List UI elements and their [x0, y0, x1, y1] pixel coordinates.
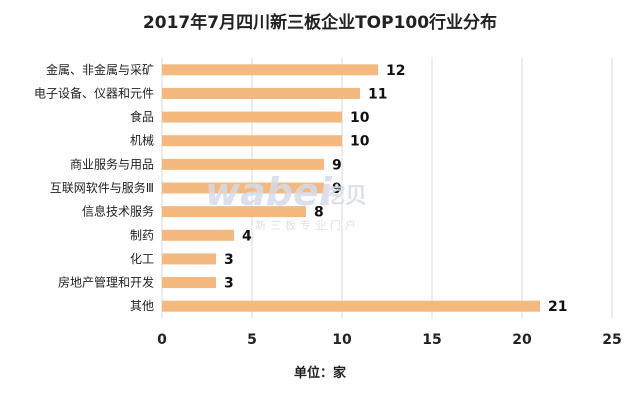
wabei-watermark-logo: wabei 挖贝 新三板专业门户: [205, 170, 367, 232]
bar: [162, 158, 324, 170]
x-tick-label: 10: [332, 332, 352, 348]
data-label: 10: [350, 134, 370, 150]
category-label: 互联网软件与服务Ⅲ: [50, 180, 154, 195]
bar: [162, 253, 216, 265]
data-label: 3: [224, 252, 234, 268]
data-label: 4: [242, 228, 252, 244]
chart-title: 2017年7月四川新三板企业TOP100行业分布: [142, 13, 498, 33]
category-label: 信息技术服务: [82, 204, 154, 219]
x-tick-label: 0: [157, 332, 167, 348]
category-label: 制药: [130, 228, 154, 242]
bars: [162, 64, 540, 312]
bar: [162, 87, 360, 99]
data-label: 3: [224, 276, 234, 292]
category-label: 金属、非金属与采矿: [46, 62, 154, 77]
bar: [162, 182, 324, 194]
category-label: 机械: [130, 133, 154, 148]
labels: 0 5 10 15 20 25 金属、非金属与采矿 12 电子设备、仪器和元件 11 食品 10 机械 1…: [34, 62, 622, 348]
x-tick-label: 25: [602, 332, 621, 348]
data-label: 9: [332, 181, 342, 197]
x-axis-label: 单位：家: [293, 366, 346, 381]
bar: [162, 229, 234, 241]
bar: [162, 206, 306, 218]
category-label: 电子设备、仪器和元件: [34, 86, 154, 100]
x-tick-label: 20: [512, 332, 532, 348]
category-label: 商业服务与用品: [70, 156, 154, 171]
category-label: 化工: [130, 252, 154, 266]
data-label: 9: [332, 157, 342, 173]
x-tick-label: 15: [422, 332, 441, 348]
bar: [162, 111, 342, 123]
category-label: 食品: [130, 109, 154, 124]
watermark-brand: wabei: [205, 170, 333, 214]
data-label: 12: [386, 63, 405, 79]
watermark-subtitle: 新三板专业门户: [255, 218, 360, 232]
data-label: 8: [314, 205, 324, 221]
bar: [162, 64, 378, 76]
bar: [162, 300, 540, 312]
bar: [162, 277, 216, 289]
x-tick-label: 5: [247, 332, 257, 348]
category-label: 其他: [130, 299, 154, 313]
data-label: 11: [368, 86, 387, 102]
data-label: 10: [350, 110, 370, 126]
category-label: 房地产管理和开发: [58, 275, 154, 290]
bar: [162, 135, 342, 147]
watermark-brand-cn: 挖贝: [323, 183, 367, 209]
data-label: 21: [548, 299, 567, 315]
